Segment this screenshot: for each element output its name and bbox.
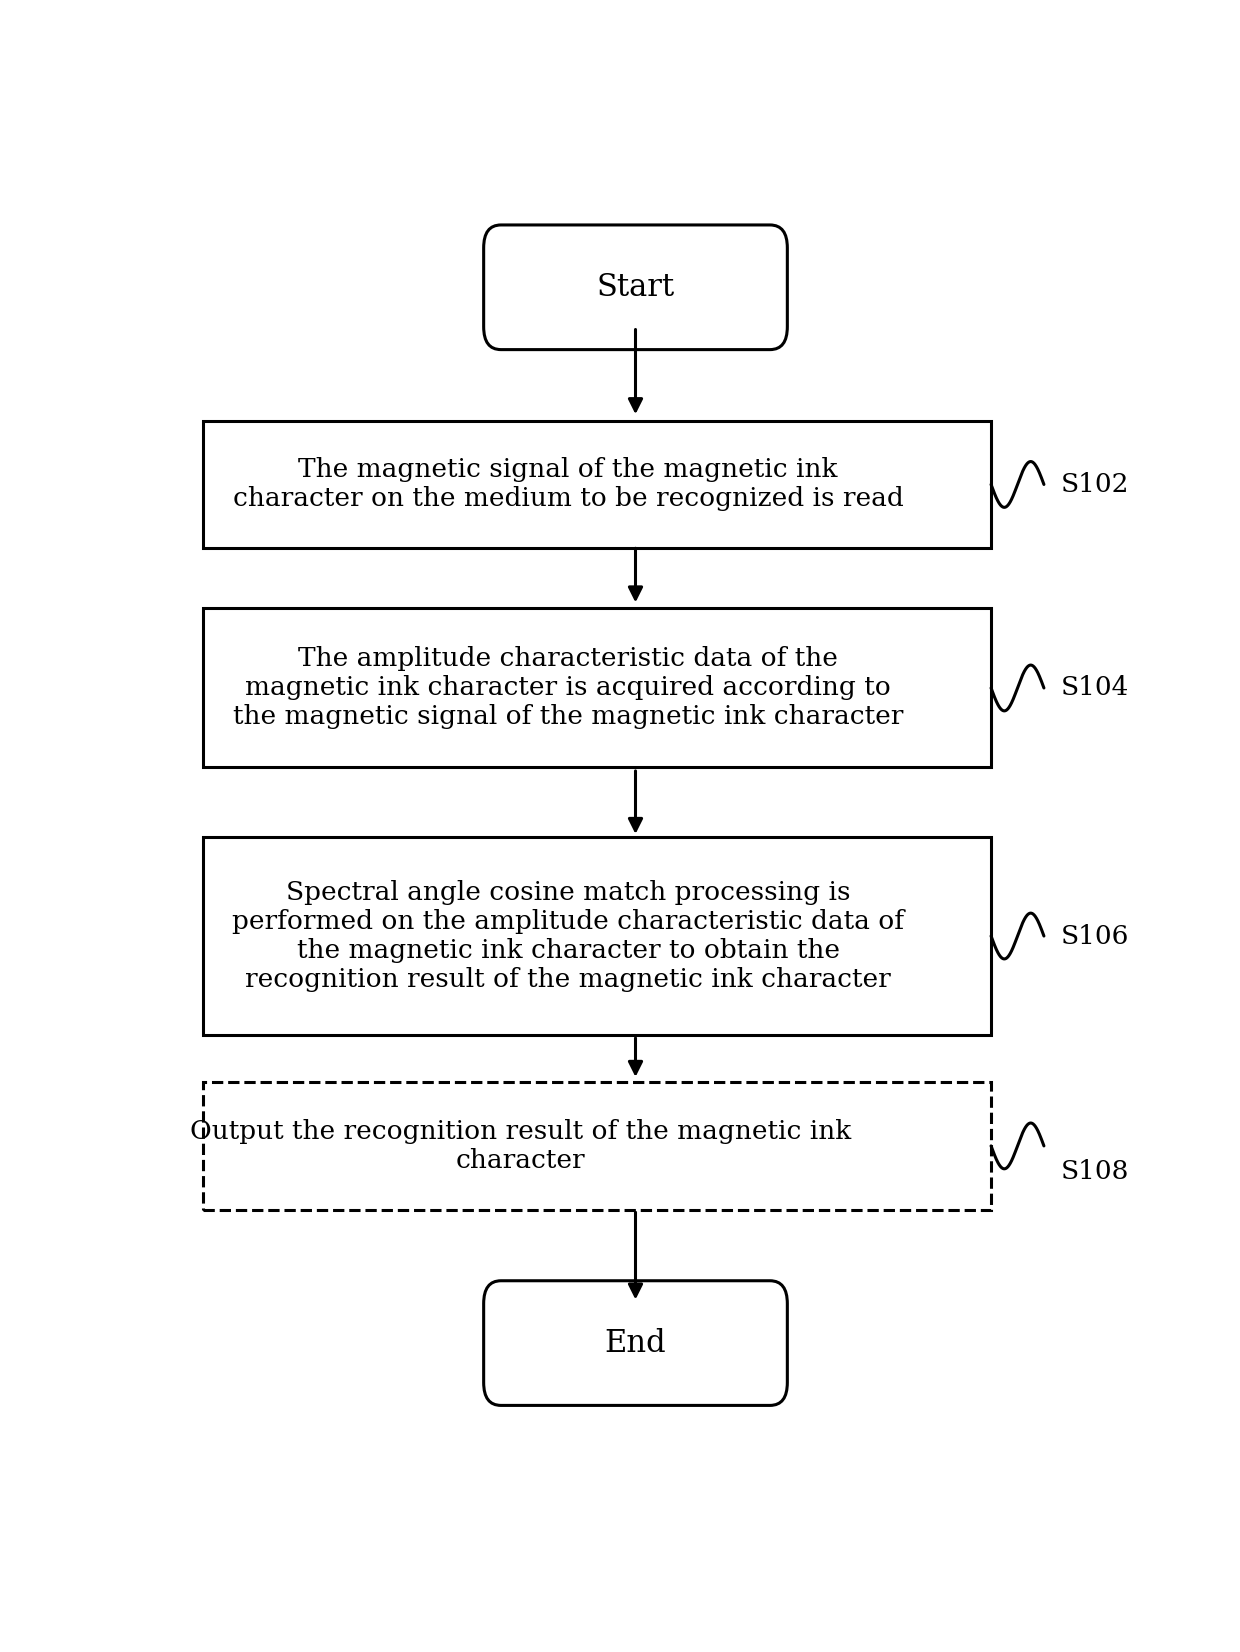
- Bar: [203, 421, 991, 548]
- Text: End: End: [605, 1328, 666, 1358]
- Text: S104: S104: [1060, 676, 1128, 700]
- Bar: [203, 838, 991, 1034]
- Text: S106: S106: [1060, 923, 1128, 948]
- Text: Spectral angle cosine match processing is
performed on the amplitude characteris: Spectral angle cosine match processing i…: [232, 881, 904, 991]
- FancyBboxPatch shape: [484, 225, 787, 350]
- Text: Output the recognition result of the magnetic ink
character: Output the recognition result of the mag…: [190, 1118, 851, 1173]
- Text: Start: Start: [596, 273, 675, 302]
- Bar: [203, 1082, 991, 1209]
- Text: S108: S108: [1060, 1158, 1128, 1184]
- FancyBboxPatch shape: [484, 1280, 787, 1406]
- Bar: [203, 608, 991, 768]
- Text: The magnetic signal of the magnetic ink
character on the medium to be recognized: The magnetic signal of the magnetic ink …: [233, 458, 904, 512]
- Text: The amplitude characteristic data of the
magnetic ink character is acquired acco: The amplitude characteristic data of the…: [233, 646, 904, 730]
- Text: S102: S102: [1060, 472, 1128, 497]
